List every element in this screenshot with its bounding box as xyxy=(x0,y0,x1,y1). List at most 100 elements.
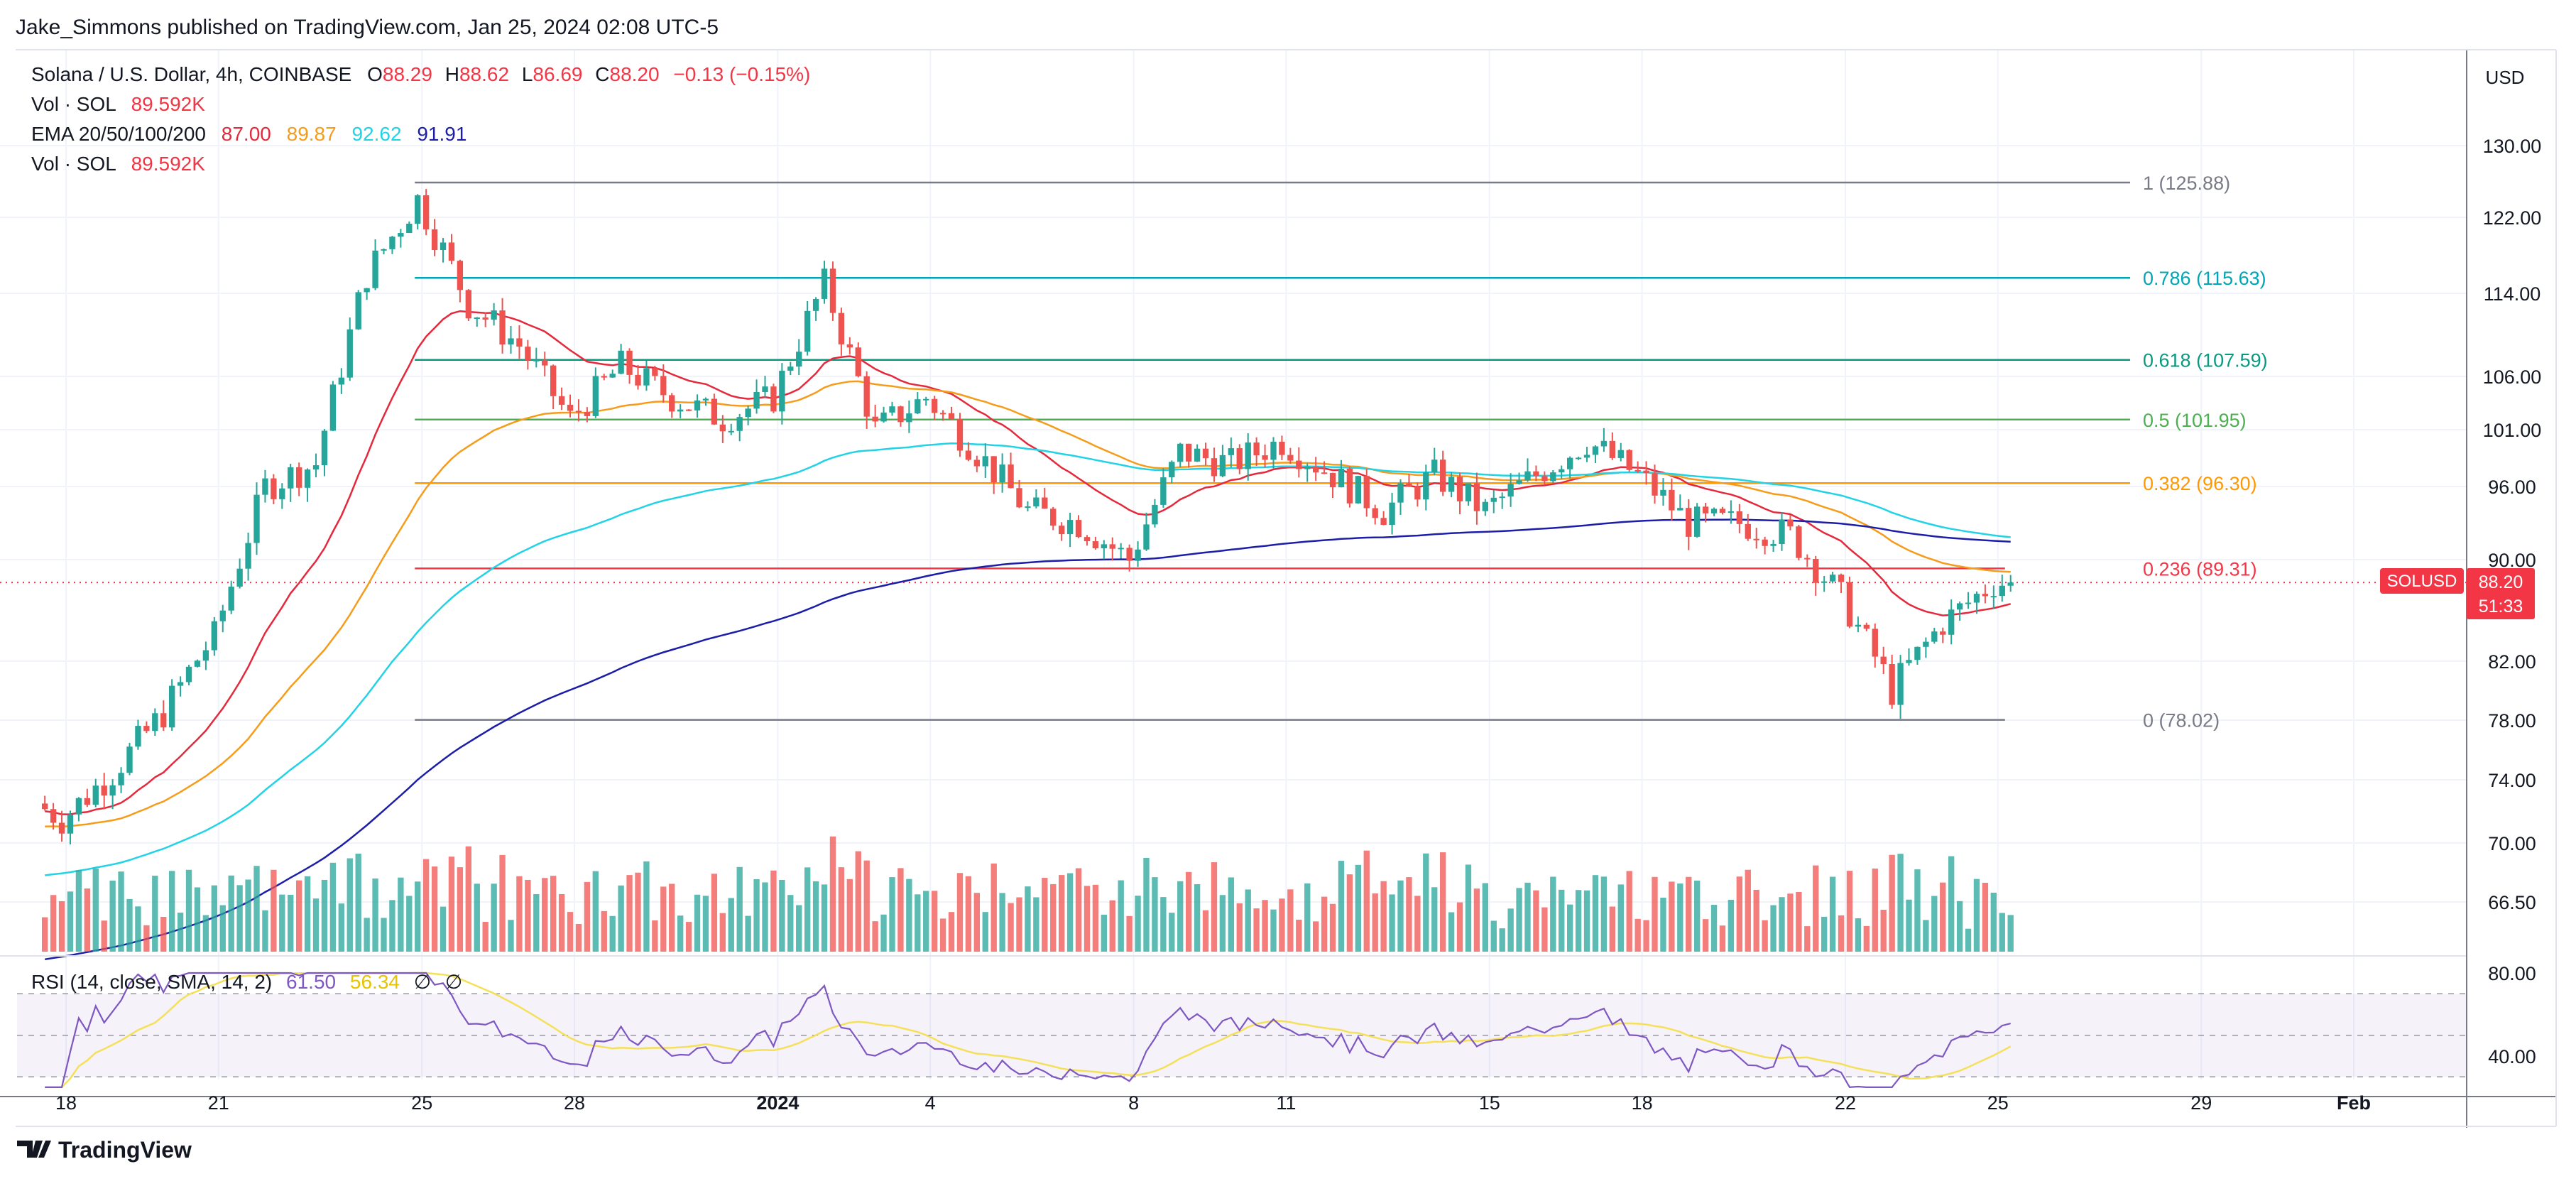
volume-bar xyxy=(1745,869,1751,952)
ohlc-c-value: 88.20 xyxy=(610,63,660,85)
candle-body xyxy=(677,409,684,412)
price-tick-label: 106.00 xyxy=(2483,366,2542,388)
volume-bar xyxy=(846,879,853,952)
volume-bar xyxy=(1719,925,1726,952)
volume-bar xyxy=(168,871,175,952)
volume-bar xyxy=(1516,888,1522,952)
candle-body xyxy=(245,543,251,569)
volume-bar xyxy=(1609,906,1616,952)
candle-body xyxy=(1160,477,1167,505)
volume-bar xyxy=(1423,853,1429,952)
time-tick-label: 22 xyxy=(1835,1092,1856,1114)
rsi-band xyxy=(17,994,2467,1077)
candle-body xyxy=(1499,496,1505,499)
volume-bar xyxy=(812,881,819,952)
volume-bar xyxy=(364,918,370,952)
currency-label[interactable]: USD xyxy=(2486,67,2525,88)
candle-body xyxy=(796,352,802,367)
volume-bar xyxy=(1236,903,1243,952)
volume-bar xyxy=(719,913,726,952)
volume-bar xyxy=(1796,891,1802,952)
candle-body xyxy=(1626,450,1632,470)
volume-value: 89.592K xyxy=(131,93,206,115)
volume-bar xyxy=(1101,914,1108,952)
candle-body xyxy=(1473,483,1480,511)
candle-body xyxy=(626,350,633,375)
volume-bar xyxy=(440,906,447,952)
candle-body xyxy=(1940,631,1946,635)
candle-body xyxy=(1312,466,1319,473)
volume-bar xyxy=(685,922,692,952)
volume-bar xyxy=(1906,899,1912,952)
volume-bar xyxy=(177,913,184,952)
volume-bar xyxy=(1363,850,1370,952)
candle-body xyxy=(1617,450,1624,458)
ema-50-line xyxy=(45,380,2011,828)
candle-body xyxy=(168,685,175,728)
ohlc-o-label: O xyxy=(367,63,383,85)
volume-bar xyxy=(915,894,921,952)
volume-bar xyxy=(1787,893,1794,952)
candle-body xyxy=(1185,443,1192,462)
volume-bar xyxy=(779,880,785,952)
volume-bar xyxy=(575,923,582,952)
candlesticks xyxy=(41,189,2014,844)
candle-body xyxy=(67,814,74,834)
candle-body xyxy=(1507,484,1514,497)
candle-body xyxy=(372,250,378,288)
candle-body xyxy=(1296,460,1302,469)
volume-bar xyxy=(584,881,591,952)
candle-body xyxy=(1652,473,1658,496)
candle-body xyxy=(550,365,557,396)
candle-body xyxy=(711,398,718,425)
volume-bar xyxy=(67,891,74,952)
price-tick-label: 101.00 xyxy=(2483,420,2542,441)
candle-body xyxy=(652,368,658,376)
volume-bar xyxy=(1524,882,1531,952)
candle-body xyxy=(618,350,624,374)
price-tick-label: 90.00 xyxy=(2488,550,2536,571)
volume-bar xyxy=(618,885,624,952)
volume-bar xyxy=(542,878,548,952)
rsi-pane[interactable] xyxy=(0,955,2467,1089)
candle-body xyxy=(398,233,404,237)
volume-bar xyxy=(202,915,209,952)
volume-label: Vol · SOL xyxy=(31,93,116,115)
candle-body xyxy=(1550,472,1556,482)
candle-body xyxy=(1669,489,1675,511)
volume-bar xyxy=(609,915,616,952)
volume-bar xyxy=(1566,904,1573,952)
candle-body xyxy=(1109,544,1115,549)
volume-bar xyxy=(457,867,464,952)
volume-bar xyxy=(1169,913,1175,952)
volume-bar xyxy=(1262,900,1268,952)
volume-bar xyxy=(567,912,574,952)
volume-bar xyxy=(1710,905,1718,952)
ohlc-o-value: 88.29 xyxy=(383,63,432,85)
volume-bar xyxy=(1042,878,1048,952)
volume-bar xyxy=(1940,882,1946,952)
candle-body xyxy=(762,386,768,393)
volume-bar xyxy=(939,918,946,952)
candle-body xyxy=(592,376,599,416)
volume-bar xyxy=(1118,880,1124,952)
axes: 130.00 122.00 114.00 106.00 101.00 96.00 90.00… xyxy=(0,49,2557,1128)
volume-bar xyxy=(635,872,641,952)
volume-bar xyxy=(965,876,972,952)
candle-body xyxy=(1660,489,1666,496)
volume-bar xyxy=(643,861,650,952)
candle-body xyxy=(279,488,285,499)
candle-body xyxy=(567,404,574,411)
volume-bar xyxy=(1914,869,1921,952)
tradingview-logo[interactable]: TradingView xyxy=(17,1137,192,1163)
fibonacci-retracement[interactable]: 1 (125.88) 0.786 (115.63) 0.618 (107.59) 0.… xyxy=(0,173,2467,732)
candle-body xyxy=(1075,520,1082,538)
candle-body xyxy=(2007,582,2014,586)
volume-bar xyxy=(804,867,811,952)
volume-bar xyxy=(677,915,684,952)
time-tick-label: 25 xyxy=(1987,1092,2009,1114)
ema-200-value: 91.91 xyxy=(417,123,466,145)
candle-body xyxy=(753,392,760,409)
volume-bar xyxy=(999,893,1005,952)
